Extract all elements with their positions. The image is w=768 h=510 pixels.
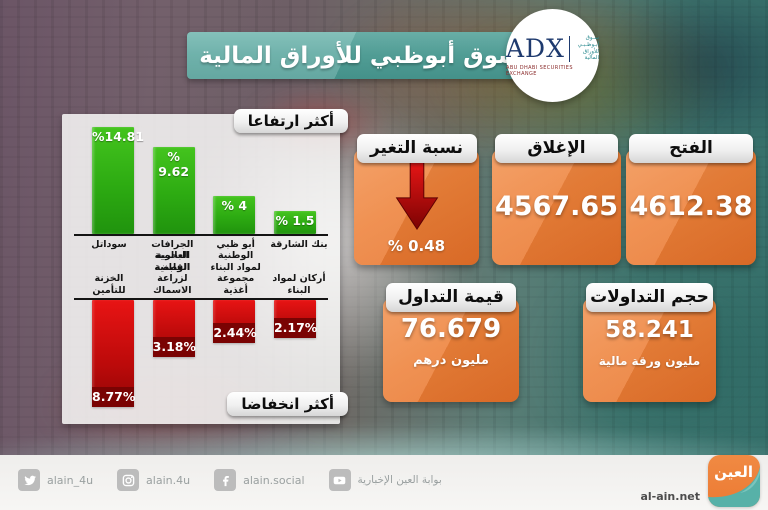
adx-logo: ADX سـوق أبـوظـبـي للأوراق المالية ABU D… <box>506 9 599 102</box>
gainer-value-label: %14.81 <box>92 129 145 144</box>
adx-logo-divider <box>568 35 570 62</box>
loser-value-label: 2.17% <box>273 318 317 338</box>
loser-value-label: 8.77% <box>92 387 135 407</box>
alain-logo-wave <box>708 467 760 507</box>
close-label: الإغلاق <box>494 134 619 163</box>
trade-value-number: 76.679 <box>400 314 502 344</box>
gainer-name: سوداتل <box>91 239 127 250</box>
close-value: 4567.65 <box>495 191 618 222</box>
movers-chart-panel: أكثر ارتفاعا %14.81 % 9.62 % 4 % 1.5 سوداتل… <box>62 109 348 424</box>
youtube-handle: بوابة العين الإخبارية <box>357 474 442 486</box>
trade-volume-number: 58.241 <box>605 317 694 343</box>
trade-value-unit: مليون درهم <box>413 353 489 368</box>
gainer-value-label: % 1.5 <box>275 213 315 228</box>
trade-value-stat-box: قيمة التداول 76.679 مليون درهم <box>383 283 519 402</box>
gainer-bar-3: % 1.5 <box>273 211 316 234</box>
social-links: alain_4u alain.4u alain.social بوابة الع… <box>18 469 466 491</box>
gainer-bar-0: %14.81 <box>92 127 145 234</box>
open-value: 4612.38 <box>629 191 753 222</box>
trade-value-label: قيمة التداول <box>385 283 517 312</box>
gainer-bar-2: % 4 <box>213 196 256 234</box>
change-value: % 0.48 <box>387 237 446 255</box>
open-stat-box: الفتح 4612.38 <box>626 134 756 265</box>
gainer-column: % 9.62 <box>145 120 203 234</box>
loser-column: 2.17% <box>266 300 324 410</box>
gainer-name: أبو ظبي الوطنية لمواد البناء <box>210 239 261 273</box>
trade-volume-stat-box: حجم التداولات 58.241 مليون ورقة مالية <box>583 283 716 402</box>
loser-name: مجموعة أغذية <box>217 273 255 296</box>
site-branding: al-ain.net العين <box>640 455 760 507</box>
title-bar: سوق أبوظبي للأوراق المالية <box>187 32 533 79</box>
instagram-handle: alain.4u <box>146 473 191 487</box>
trade-volume-label: حجم التداولات <box>585 283 714 312</box>
twitter-account: alain_4u <box>18 469 93 491</box>
gainers-title: أكثر ارتفاعا <box>233 109 348 133</box>
losers-axis-line <box>74 298 328 300</box>
instagram-account: alain.4u <box>117 469 190 491</box>
gainer-column: %14.81 <box>84 120 145 234</box>
page-title: سوق أبوظبي للأوراق المالية <box>199 42 521 69</box>
down-arrow-icon <box>354 149 479 235</box>
alain-logo-text: العين <box>714 463 753 481</box>
youtube-account: بوابة العين الإخبارية <box>328 469 442 491</box>
loser-bar-2: 2.44% <box>213 300 257 343</box>
site-url: al-ain.net <box>640 489 700 503</box>
loser-name: أركان لمواد البناء <box>272 273 326 296</box>
close-stat-box: الإغلاق 4567.65 <box>492 134 621 265</box>
footer-bar: alain_4u alain.4u alain.social بوابة الع… <box>0 455 768 510</box>
facebook-icon <box>214 469 237 491</box>
loser-value-label: 3.18% <box>152 337 196 357</box>
adx-abbr: ADX <box>506 34 565 63</box>
gainer-column: % 1.5 <box>266 120 324 234</box>
losers-bars: 8.77% 3.18% 2.44% 2.17% <box>84 300 324 410</box>
twitter-icon <box>18 469 40 491</box>
instagram-icon <box>117 469 140 491</box>
loser-name: العالمية القابضة لزراعة الاسماك <box>153 250 192 296</box>
trade-volume-unit: مليون ورقة مالية <box>598 354 701 368</box>
loser-bar-3: 2.17% <box>273 300 317 338</box>
gainer-name: بنك الشارقة <box>270 239 328 250</box>
gainers-axis-line <box>74 234 328 236</box>
gainer-value-label: % 4 <box>221 198 248 213</box>
youtube-icon <box>328 469 351 491</box>
facebook-account: alain.social <box>214 469 305 491</box>
losers-title: أكثر انخفاضا <box>227 392 348 416</box>
loser-name: الخزنة للتأمين <box>92 273 126 296</box>
adx-subtitle: ABU DHABI SECURITIES EXCHANGE <box>506 65 573 77</box>
loser-bar-1: 3.18% <box>152 300 196 357</box>
gainer-value-label: % 9.62 <box>158 149 190 179</box>
gainer-name: الجرافات البحرية الوطنية <box>151 239 194 273</box>
loser-column: 8.77% <box>84 300 142 410</box>
loser-value-label: 2.44% <box>213 323 257 343</box>
loser-column: 2.44% <box>205 300 263 410</box>
facebook-handle: alain.social <box>243 473 305 487</box>
gainer-column: % 4 <box>205 120 263 234</box>
losers-names: الخزنة للتأمين العالمية القابضة لزراعة ال… <box>78 250 330 296</box>
change-stat-box: نسبة التغير % 0.48 <box>354 134 479 265</box>
loser-column: 3.18% <box>145 300 203 410</box>
gainers-names: سوداتل الجرافات البحرية الوطنية أبو ظبي ال… <box>78 239 330 273</box>
change-label: نسبة التغير <box>356 134 477 163</box>
twitter-handle: alain_4u <box>47 473 94 487</box>
gainer-bar-1: % 9.62 <box>152 147 195 234</box>
open-label: الفتح <box>628 134 754 163</box>
adx-arabic-text: سـوق أبـوظـبـي للأوراق المالية <box>577 34 599 62</box>
loser-bar-0: 8.77% <box>92 300 135 407</box>
alain-logo: العين <box>708 455 760 507</box>
gainers-bars: %14.81 % 9.62 % 4 % 1.5 <box>84 120 324 234</box>
